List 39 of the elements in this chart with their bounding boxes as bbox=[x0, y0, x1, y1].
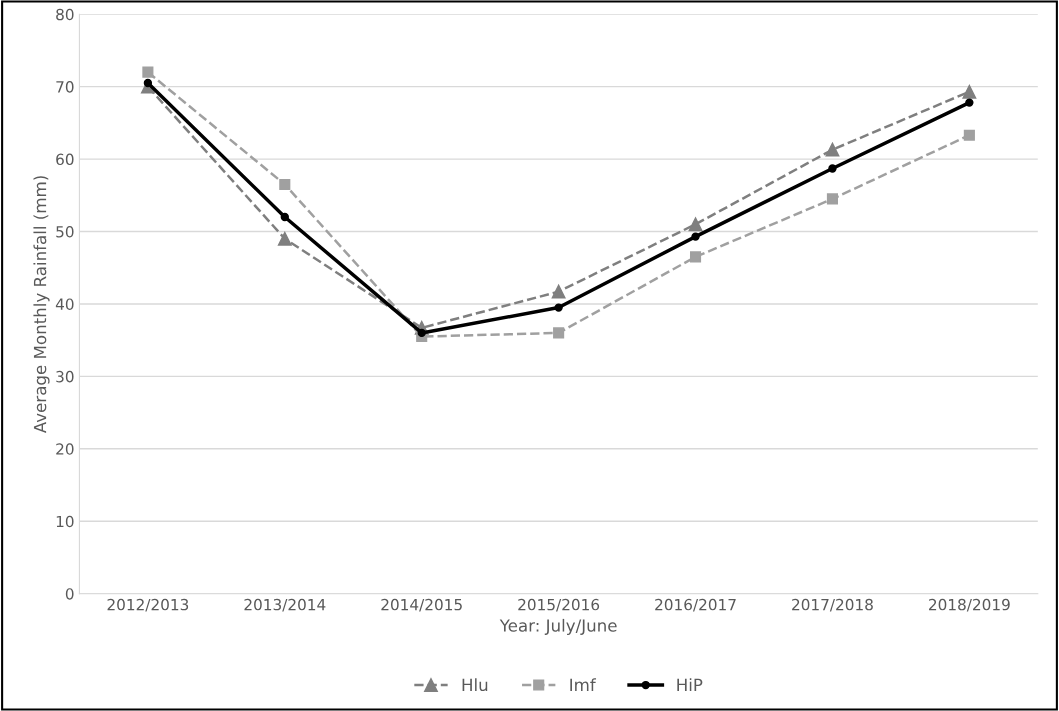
point bbox=[965, 98, 974, 107]
point bbox=[551, 284, 566, 299]
y-axis-title: Average Monthly Rainfall (mm) bbox=[33, 176, 50, 434]
y-tick-label: 0 bbox=[65, 588, 74, 600]
y-tick-label: 60 bbox=[56, 153, 74, 166]
y-tick-label: 10 bbox=[56, 515, 74, 528]
x-axis-title: Year: July/June bbox=[499, 618, 617, 636]
x-tick-label: 2013/2014 bbox=[244, 598, 326, 612]
point bbox=[691, 232, 700, 241]
point bbox=[825, 142, 840, 157]
point bbox=[828, 164, 837, 173]
y-tick-label: 40 bbox=[55, 298, 74, 310]
y-tick-label: 70 bbox=[56, 81, 74, 93]
x-tick-label: 2018/2019 bbox=[929, 598, 1010, 612]
y-tick-label: 50 bbox=[56, 225, 74, 238]
point bbox=[553, 327, 565, 339]
x-tick-label: 2012/2013 bbox=[107, 598, 189, 612]
point bbox=[962, 84, 977, 99]
y-tick-label: 30 bbox=[56, 370, 74, 383]
point bbox=[143, 78, 153, 88]
point bbox=[277, 231, 292, 246]
x-tick-label: 2016/2017 bbox=[655, 598, 736, 612]
point bbox=[280, 212, 289, 222]
point bbox=[963, 129, 975, 141]
point bbox=[689, 251, 702, 263]
point bbox=[417, 328, 426, 338]
legend-label: Imf bbox=[570, 678, 597, 691]
x-tick-label: 2015/2016 bbox=[518, 598, 600, 612]
point bbox=[826, 193, 839, 205]
y-tick-label: 80 bbox=[56, 8, 74, 21]
point bbox=[142, 66, 154, 78]
point bbox=[554, 303, 563, 312]
point bbox=[688, 217, 703, 232]
legend-label: Hlu bbox=[462, 678, 488, 692]
x-tick-label: 2014/2015 bbox=[381, 598, 462, 612]
legend-label: HiP bbox=[677, 678, 703, 691]
y-tick-label: 20 bbox=[56, 443, 74, 455]
point bbox=[279, 178, 291, 190]
x-tick-label: 2017/2018 bbox=[792, 598, 873, 612]
